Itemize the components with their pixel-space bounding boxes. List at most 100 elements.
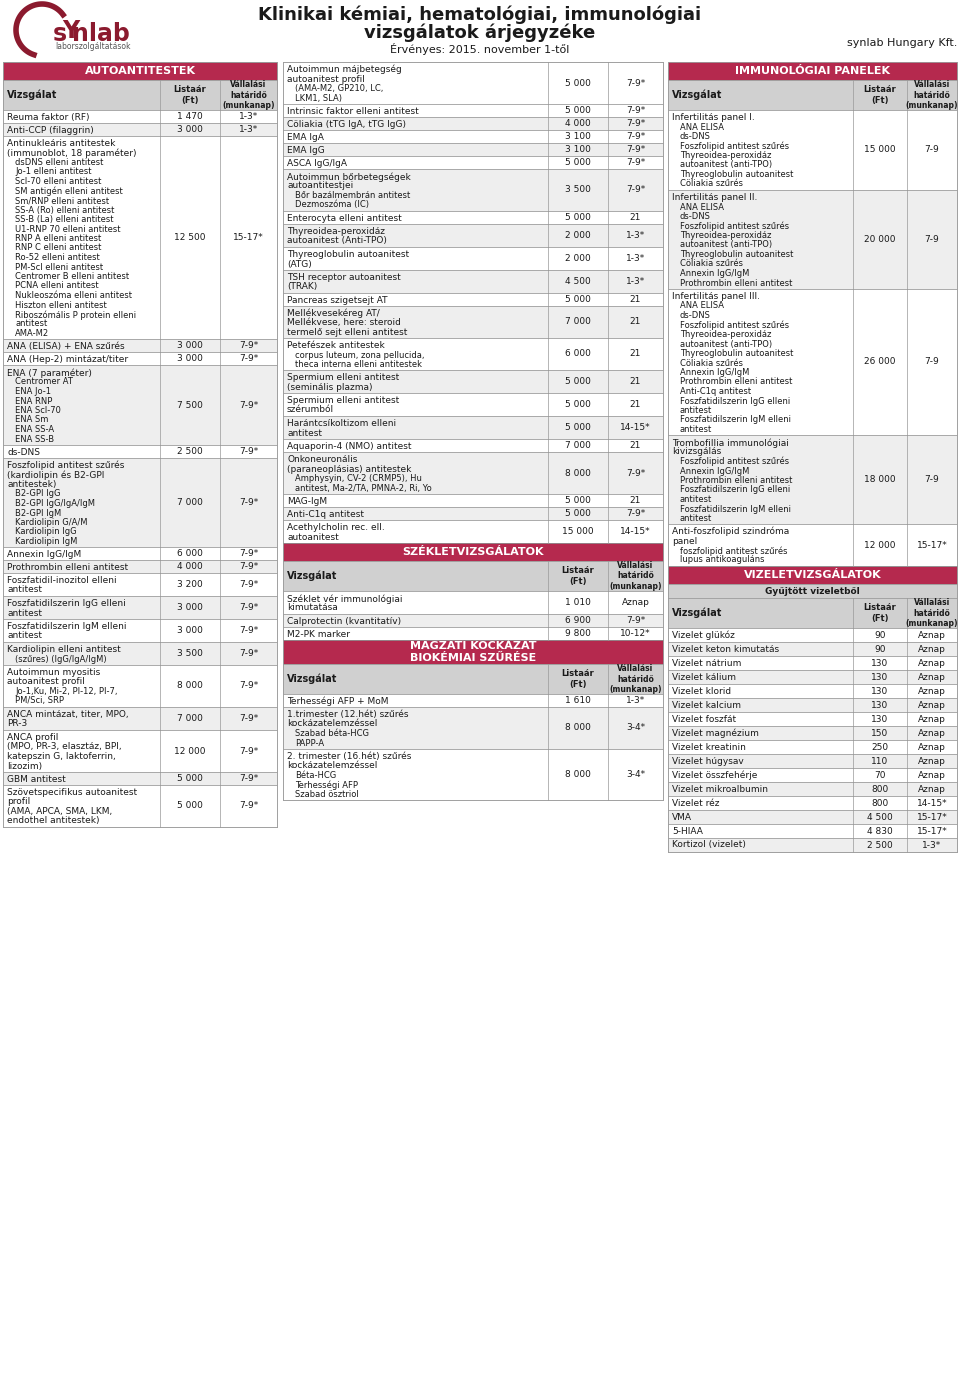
Text: 7 500: 7 500 <box>177 400 203 410</box>
Text: ANCA mintázat, titer, MPO,: ANCA mintázat, titer, MPO, <box>7 710 129 720</box>
Text: 7-9*: 7-9* <box>626 106 645 116</box>
Text: Foszfatidilszerin IgM elleni: Foszfatidilszerin IgM elleni <box>680 505 791 513</box>
Text: Foszfolipid antitest szűrés: Foszfolipid antitest szűrés <box>680 142 789 151</box>
Text: 7-9*: 7-9* <box>239 549 258 559</box>
Text: Onkoneuronális: Onkoneuronális <box>287 455 357 464</box>
Text: antitest: antitest <box>7 586 42 594</box>
Text: RNP A elleni antitest: RNP A elleni antitest <box>15 234 101 244</box>
Text: 800: 800 <box>872 798 889 808</box>
Text: ENA Scl-70: ENA Scl-70 <box>15 406 60 416</box>
Text: 2. trimester (16.hét) szűrés: 2. trimester (16.hét) szűrés <box>287 753 412 761</box>
Text: ANA ELISA: ANA ELISA <box>680 301 724 311</box>
Text: 90: 90 <box>875 644 886 654</box>
Text: Autoimmun májbetegség: Autoimmun májbetegség <box>287 65 401 74</box>
Text: Prothrombin elleni antitest: Prothrombin elleni antitest <box>680 476 792 484</box>
Text: 130: 130 <box>872 673 889 681</box>
Text: Cöliakia szűrés: Cöliakia szűrés <box>680 359 743 367</box>
Text: Petefészek antitestek: Petefészek antitestek <box>287 341 385 350</box>
Text: 4 500: 4 500 <box>565 277 590 286</box>
Text: 3 200: 3 200 <box>178 581 203 589</box>
Text: Anti-CCP (filaggrin): Anti-CCP (filaggrin) <box>7 127 94 135</box>
Text: Cöliakia szűrés: Cöliakia szűrés <box>680 260 743 268</box>
Text: Spermium elleni antitest: Spermium elleni antitest <box>287 396 399 405</box>
Text: Vizelet kreatinin: Vizelet kreatinin <box>672 743 746 751</box>
Text: endothel antitestek): endothel antitestek) <box>7 816 100 826</box>
Text: Infertilitás panel II.: Infertilitás panel II. <box>672 193 757 202</box>
Bar <box>283 305 663 338</box>
Text: Infertilitás panel III.: Infertilitás panel III. <box>672 292 760 301</box>
Bar <box>283 665 663 694</box>
Bar <box>3 458 277 548</box>
Text: ANA ELISA: ANA ELISA <box>680 202 724 212</box>
Bar <box>283 270 663 293</box>
Text: 5-HIAA: 5-HIAA <box>672 827 703 835</box>
Bar <box>668 768 957 782</box>
Text: 15-17*: 15-17* <box>233 233 264 242</box>
Bar <box>3 136 277 338</box>
Text: Thyreoidea-peroxidáz: Thyreoidea-peroxidáz <box>680 231 772 239</box>
Text: 5 000: 5 000 <box>565 213 591 222</box>
Bar <box>3 62 277 80</box>
Text: Vizelet mikroalbumin: Vizelet mikroalbumin <box>672 784 768 794</box>
Text: 9 800: 9 800 <box>565 629 591 638</box>
Text: 6 000: 6 000 <box>565 350 591 359</box>
Text: ds-DNS: ds-DNS <box>7 449 40 457</box>
Text: autoanitest profil: autoanitest profil <box>287 74 365 84</box>
Text: Listaár
(Ft): Listaár (Ft) <box>562 669 594 689</box>
Text: Érvényes: 2015. november 1-től: Érvényes: 2015. november 1-től <box>391 43 569 55</box>
Text: Aznap: Aznap <box>918 784 946 794</box>
Text: 5 000: 5 000 <box>565 422 591 432</box>
Text: 7-9*: 7-9* <box>239 773 258 783</box>
Bar <box>283 62 663 105</box>
Text: (paraneoplásias) antitestek: (paraneoplásias) antitestek <box>287 465 412 473</box>
Text: autoanitest (anti-TPO): autoanitest (anti-TPO) <box>680 241 772 249</box>
Text: autoanitest (anti-TPO): autoanitest (anti-TPO) <box>680 340 772 348</box>
Text: Nukleoszóma elleni antitest: Nukleoszóma elleni antitest <box>15 290 132 300</box>
Bar <box>283 640 663 665</box>
Text: kockázatelemzéssel: kockázatelemzéssel <box>287 761 377 771</box>
Text: Thyreoglobulin autoanitest: Thyreoglobulin autoanitest <box>287 250 409 259</box>
Text: Kardiolipin elleni antitest: Kardiolipin elleni antitest <box>7 645 121 654</box>
Text: 7-9*: 7-9* <box>626 132 645 140</box>
Bar <box>668 740 957 754</box>
Bar <box>3 122 277 136</box>
Bar <box>3 596 277 619</box>
Text: 15 000: 15 000 <box>563 527 594 537</box>
Text: Sm/RNP elleni antitest: Sm/RNP elleni antitest <box>15 195 109 205</box>
Bar <box>283 169 663 211</box>
Text: Scl-70 elleni antitest: Scl-70 elleni antitest <box>15 178 102 186</box>
Text: Szabad béta-HCG: Szabad béta-HCG <box>295 729 369 738</box>
Bar <box>3 772 277 784</box>
Text: Vizelet keton kimutatás: Vizelet keton kimutatás <box>672 644 780 654</box>
Text: 7-9*: 7-9* <box>626 186 645 194</box>
Text: ENA SS-B: ENA SS-B <box>15 435 54 443</box>
Text: 7-9*: 7-9* <box>239 400 258 410</box>
Text: Bőr bazálmembrán antitest: Bőr bazálmembrán antitest <box>295 191 410 200</box>
Text: TSH receptor autoanitest: TSH receptor autoanitest <box>287 272 400 282</box>
Bar <box>668 62 957 80</box>
Text: antitest: antitest <box>15 319 47 329</box>
Text: Vizelet összfehérje: Vizelet összfehérje <box>672 771 757 780</box>
Bar <box>668 795 957 810</box>
Text: 110: 110 <box>872 757 889 765</box>
Bar <box>668 435 957 524</box>
Text: Mellékvese, here: steroid: Mellékvese, here: steroid <box>287 318 401 327</box>
Text: (szűres) (IgG/IgA/IgM): (szűres) (IgG/IgA/IgM) <box>15 655 107 663</box>
Text: 8 000: 8 000 <box>177 681 203 691</box>
Bar <box>283 117 663 129</box>
Text: kimutatása: kimutatása <box>287 604 338 612</box>
Text: VIZELETVIZSGÁLATOK: VIZELETVIZSGÁLATOK <box>744 570 881 581</box>
Text: 7-9*: 7-9* <box>239 581 258 589</box>
Text: 3 500: 3 500 <box>177 649 203 658</box>
Text: GBM antitest: GBM antitest <box>7 775 65 784</box>
Text: termelő sejt elleni antitest: termelő sejt elleni antitest <box>287 327 407 337</box>
Text: Foszfatidilszerin IgG elleni: Foszfatidilszerin IgG elleni <box>680 486 790 494</box>
Text: ds-DNS: ds-DNS <box>680 212 710 222</box>
Text: ANA (Hep-2) mintázat/titer: ANA (Hep-2) mintázat/titer <box>7 355 128 365</box>
Text: ENA RNP: ENA RNP <box>15 396 53 406</box>
Text: (AMA, APCA, SMA, LKM,: (AMA, APCA, SMA, LKM, <box>7 806 112 816</box>
Text: Foszfatidilszerin IgM elleni: Foszfatidilszerin IgM elleni <box>680 416 791 425</box>
Text: 7-9*: 7-9* <box>239 649 258 658</box>
Text: ENA (7 paraméter): ENA (7 paraméter) <box>7 367 92 377</box>
Text: 21: 21 <box>630 318 641 326</box>
